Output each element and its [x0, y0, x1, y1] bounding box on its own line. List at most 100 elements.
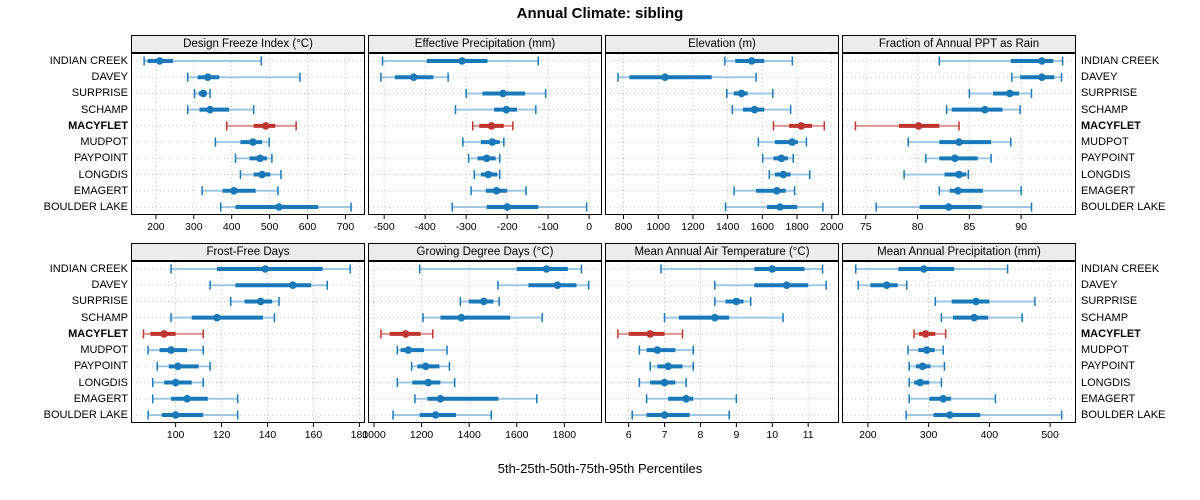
panel-header-growing-degree-days-c: Growing Degree Days (°C)	[368, 243, 602, 261]
interval-indian-creek	[143, 56, 263, 66]
median-dot	[199, 89, 208, 98]
median-dot	[955, 138, 963, 146]
interval-longdis	[151, 378, 204, 388]
median-dot	[499, 89, 507, 98]
median-dot	[768, 265, 777, 273]
site-labels-right-row2: INDIAN CREEK DAVEY SURPRISE SCHAMP MACYFLET M…	[1081, 261, 1200, 423]
median-dot	[155, 57, 164, 65]
interval-longdis	[473, 170, 501, 180]
site-label-boulder-lake: BOULDER LAKE	[1081, 201, 1166, 213]
panel-header-effective-precipitation-mm: Effective Precipitation (mm)	[368, 35, 602, 53]
panel-header-mean-annual-precipitation-mm: Mean Annual Precipitation (mm)	[842, 243, 1076, 261]
median-dot	[711, 313, 719, 322]
interval-davey	[857, 280, 908, 290]
interval-davey	[497, 280, 590, 290]
median-dot	[171, 411, 180, 419]
interval-schamp	[940, 313, 1023, 323]
axis-tick-label: 1800	[785, 221, 809, 233]
site-label-boulder-lake: BOULDER LAKE	[43, 201, 128, 213]
median-dot	[772, 186, 781, 195]
site-label-surprise: SURPRISE	[1081, 87, 1138, 100]
site-label-schamp: SCHAMP	[1081, 311, 1129, 324]
median-dot	[653, 346, 662, 354]
site-label-macyflet: MACYFLET	[68, 119, 128, 132]
axis-tick-label: 1000	[647, 221, 671, 233]
median-dot	[424, 378, 433, 387]
interval-macyflet	[913, 329, 947, 339]
panel-border	[368, 261, 602, 423]
percentiles-caption: 5th-25th-50th-75th-95th Percentiles	[497, 461, 703, 476]
axis-tick-label: 6	[626, 429, 632, 441]
axis-tick-label: 1600	[505, 429, 529, 441]
axis-tick-label: 80	[912, 221, 924, 233]
interval-mudpot	[907, 137, 1012, 147]
site-label-longdis: LONGDIS	[78, 376, 128, 389]
median-dot	[174, 362, 182, 371]
median-dot	[262, 122, 270, 130]
site-label-davey: DAVEY	[1081, 279, 1118, 292]
median-dot	[777, 154, 786, 163]
interval-macyflet	[226, 121, 297, 131]
median-dot	[421, 362, 430, 371]
median-dot	[482, 154, 491, 163]
interval-emagert	[414, 394, 538, 404]
axis-tick-label: 1600	[751, 221, 775, 233]
median-dot	[404, 346, 413, 354]
interval-paypoint	[649, 361, 695, 371]
panel-header-fraction-of-annual-ppt-as-rain: Fraction of Annual PPT as Rain	[842, 35, 1076, 53]
axis-tick-label: 11	[803, 429, 814, 441]
median-dot	[275, 203, 283, 211]
interval-longdis	[638, 378, 687, 388]
site-labels-left-row1: INDIAN CREEK DAVEY SURPRISE SCHAMP MACYFLET M…	[0, 53, 128, 215]
interval-boulder-lake	[724, 202, 824, 212]
axis-tick-label: 300	[185, 221, 203, 233]
median-dot	[488, 138, 497, 146]
interval-paypoint	[410, 361, 451, 371]
median-dot	[946, 411, 954, 419]
axis-tick-label: 120	[213, 429, 231, 441]
interval-longdis	[396, 378, 456, 388]
interval-schamp	[422, 313, 543, 323]
site-label-schamp: SCHAMP	[80, 103, 128, 116]
interval-emagert	[201, 186, 279, 196]
axis-tick-label: 1200	[681, 221, 705, 233]
median-dot	[921, 330, 930, 338]
site-label-emagert: EMAGERT	[73, 392, 128, 405]
median-dot	[788, 138, 796, 146]
site-label-schamp: SCHAMP	[1081, 103, 1129, 116]
site-label-emagert: EMAGERT	[1081, 184, 1136, 197]
interval-schamp	[945, 105, 1021, 115]
site-label-indian-creek: INDIAN CREEK	[1081, 55, 1160, 67]
axis-tick-label: 700	[337, 221, 355, 233]
axis-tick-label: 100	[167, 429, 185, 441]
median-dot	[458, 57, 466, 65]
interval-paypoint	[467, 153, 501, 163]
interval-mudpot	[214, 137, 270, 147]
site-labels-left-row2: INDIAN CREEK DAVEY SURPRISE SCHAMP MACYFLET M…	[0, 261, 128, 423]
median-dot	[779, 170, 788, 179]
interval-boulder-lake	[219, 202, 352, 212]
interval-davey	[186, 72, 301, 82]
median-dot	[981, 105, 989, 114]
site-label-boulder-lake: BOULDER LAKE	[1081, 409, 1166, 421]
median-dot	[401, 330, 410, 338]
interval-surprise	[968, 88, 1033, 98]
interval-schamp	[170, 313, 276, 323]
interval-mudpot	[462, 137, 505, 147]
interval-macyflet	[854, 121, 960, 131]
median-dot	[1005, 89, 1014, 98]
median-dot	[431, 411, 440, 419]
axis-tick-label: 7	[662, 429, 668, 441]
axis-tick-label: 500	[1041, 429, 1059, 441]
site-label-longdis: LONGDIS	[1081, 168, 1131, 181]
site-label-indian-creek: INDIAN CREEK	[49, 263, 128, 275]
interval-indian-creek	[418, 264, 583, 274]
interval-davey	[209, 280, 328, 290]
axis-tick-label: 1200	[410, 429, 434, 441]
axis-tick-label: 180	[351, 429, 369, 441]
median-dot	[747, 57, 756, 65]
interval-surprise	[459, 296, 500, 306]
median-dot	[171, 378, 180, 387]
median-dot	[923, 346, 931, 354]
